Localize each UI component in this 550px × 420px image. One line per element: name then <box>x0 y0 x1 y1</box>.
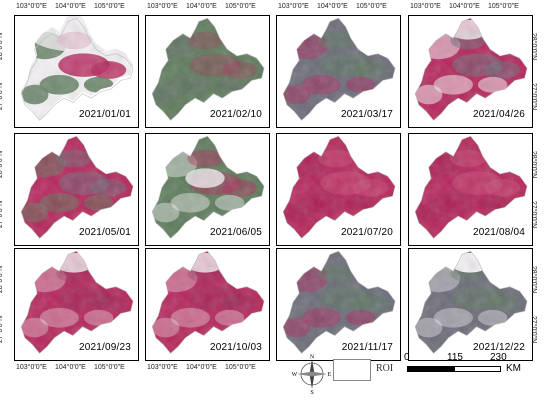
satellite-image <box>414 135 528 239</box>
latitude-tick-label-left: 27°0'0"N <box>0 315 5 344</box>
longitude-tick-label: 105°0'0"E <box>225 3 256 10</box>
longitude-tick-label: 105°0'0"E <box>356 3 387 10</box>
compass-e-label: E <box>328 372 332 378</box>
satellite-image <box>151 250 265 354</box>
map-panel: 2021/08/04 <box>408 133 533 246</box>
latitude-tick-label-right: 28°0'0"N <box>530 150 538 179</box>
scale-unit-label: KM <box>506 363 521 374</box>
scale-label-230: 230 <box>490 352 507 363</box>
longitude-tick-label: 103°0'0"E <box>410 3 441 10</box>
longitude-tick-label: 104°0'0"E <box>186 364 217 371</box>
latitude-tick-label-right: 27°0'0"N <box>530 315 538 344</box>
panel-date-label: 2021/02/10 <box>208 109 263 120</box>
longitude-tick-label: 104°0'0"E <box>317 3 348 10</box>
longitude-tick-label: 104°0'0"E <box>449 3 480 10</box>
longitude-tick-label: 104°0'0"E <box>55 364 86 371</box>
longitude-tick-label: 105°0'0"E <box>94 3 125 10</box>
satellite-image <box>20 16 134 121</box>
map-panel: 2021/07/20 <box>276 133 401 246</box>
map-panel: 2021/02/10 <box>145 15 270 128</box>
compass-w-label: W <box>292 372 298 378</box>
longitude-tick-label: 104°0'0"E <box>186 3 217 10</box>
satellite-image <box>414 17 528 121</box>
satellite-image <box>282 17 396 121</box>
longitude-tick-label: 103°0'0"E <box>16 3 47 10</box>
satellite-image <box>282 135 396 239</box>
satellite-image <box>414 250 528 354</box>
compass-s-label: S <box>310 390 313 394</box>
longitude-tick-label: 104°0'0"E <box>55 3 86 10</box>
longitude-tick-label: 105°0'0"E <box>488 3 519 10</box>
longitude-tick-label: 103°0'0"E <box>147 364 178 371</box>
compass-rose-icon: N S E W <box>292 355 332 395</box>
panel-date-label: 2021/08/04 <box>471 227 526 238</box>
longitude-tick-label: 105°0'0"E <box>94 364 125 371</box>
panel-date-label: 2021/04/26 <box>471 109 526 120</box>
roi-swatch <box>333 359 371 381</box>
scale-bar-segment-black <box>407 366 454 372</box>
panel-date-label: 2021/09/23 <box>77 342 132 353</box>
panel-date-label: 2021/10/03 <box>208 342 263 353</box>
latitude-tick-label-left: 28°0'0"N <box>0 265 5 294</box>
satellite-image <box>282 250 396 354</box>
latitude-tick-label-left: 27°0'0"N <box>0 82 5 111</box>
latitude-tick-label-left: 28°0'0"N <box>0 150 5 179</box>
satellite-image <box>20 135 134 239</box>
satellite-image <box>151 17 265 121</box>
latitude-tick-label-right: 27°0'0"N <box>530 82 538 111</box>
map-panel: 2021/10/03 <box>145 248 270 361</box>
satellite-image <box>20 250 134 354</box>
latitude-tick-label-left: 27°0'0"N <box>0 200 5 229</box>
panel-date-label: 2021/05/01 <box>77 227 132 238</box>
map-panel: 2021/09/23 <box>14 248 139 361</box>
longitude-tick-label: 103°0'0"E <box>147 3 178 10</box>
latitude-tick-label-left: 28°0'0"N <box>0 32 5 61</box>
panel-date-label: 2021/01/01 <box>77 109 132 120</box>
latitude-tick-label-right: 28°0'0"N <box>530 265 538 294</box>
map-panel: 2021/01/01 <box>14 15 139 128</box>
map-panel: 2021/04/26 <box>408 15 533 128</box>
scale-label-115: 115 <box>447 352 463 363</box>
longitude-tick-label: 105°0'0"E <box>225 364 256 371</box>
latitude-tick-label-right: 28°0'0"N <box>530 32 538 61</box>
scale-bar-segment-white <box>454 366 501 372</box>
longitude-tick-label: 103°0'0"E <box>278 3 309 10</box>
map-panel: 2021/05/01 <box>14 133 139 246</box>
panel-date-label: 2021/11/17 <box>340 342 394 353</box>
map-panel: 2021/11/17 <box>276 248 401 361</box>
panel-date-label: 2021/03/17 <box>339 109 394 120</box>
map-panel: 2021/06/05 <box>145 133 270 246</box>
panel-date-label: 2021/06/05 <box>208 227 263 238</box>
latitude-tick-label-right: 27°0'0"N <box>530 200 538 229</box>
map-panel: 2021/12/22 <box>408 248 533 361</box>
compass-n-label: N <box>310 355 315 361</box>
longitude-tick-label: 103°0'0"E <box>16 364 47 371</box>
panel-date-label: 2021/07/20 <box>339 227 394 238</box>
panel-date-label: 2021/12/22 <box>471 342 526 353</box>
map-panel: 2021/03/17 <box>276 15 401 128</box>
scale-label-0: 0 <box>404 352 410 363</box>
satellite-image <box>151 135 265 239</box>
roi-label: ROI <box>376 363 394 374</box>
